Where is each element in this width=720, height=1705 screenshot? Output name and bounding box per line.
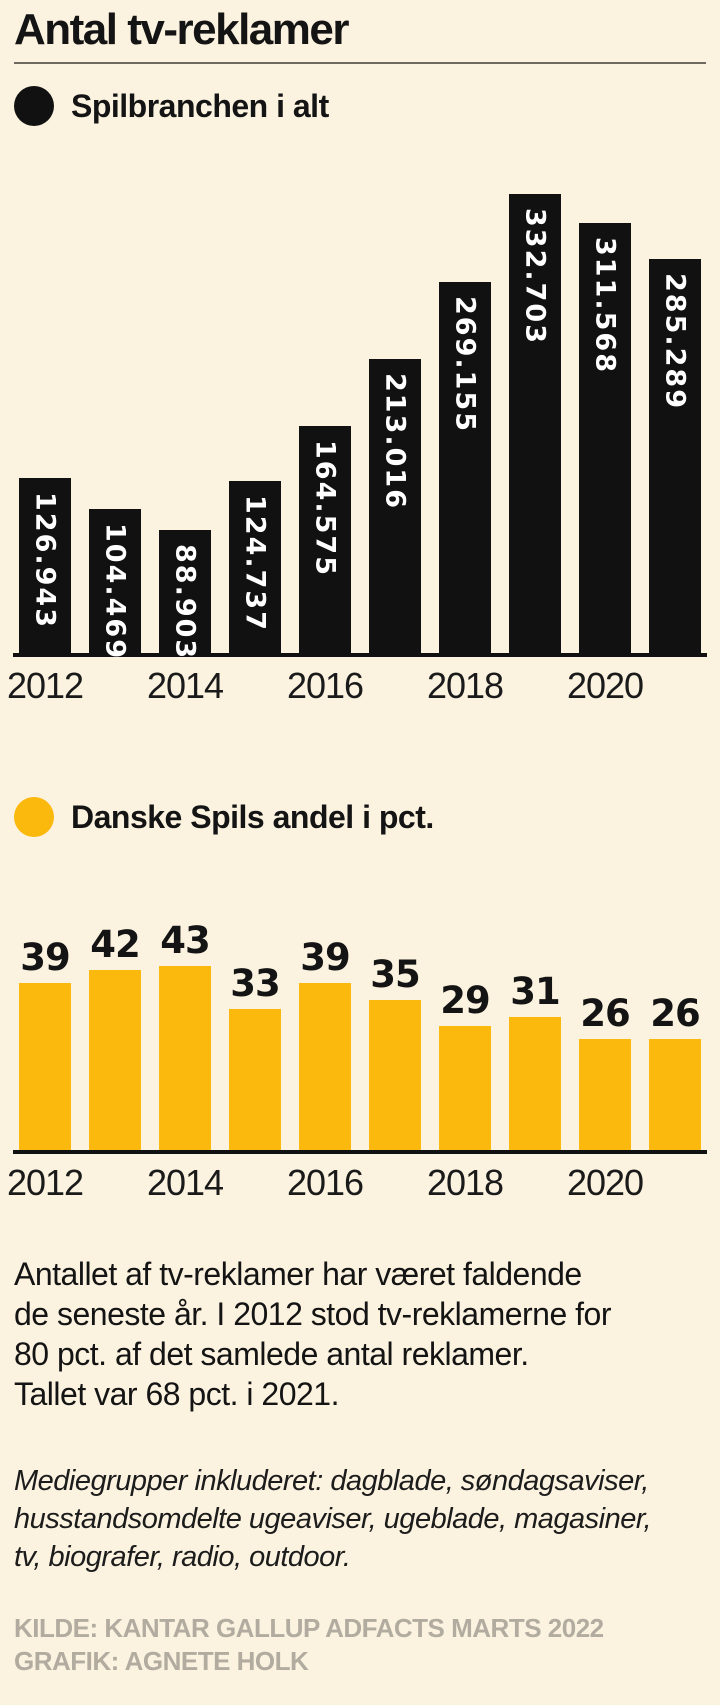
- bar: 311.568: [579, 223, 631, 653]
- bar-value-label: 164.575: [309, 440, 341, 577]
- bar-value-label: 39: [300, 936, 350, 979]
- legend-industry-total: Spilbranchen i alt: [14, 86, 720, 126]
- x-axis-tick-label: 2016: [286, 1162, 364, 1203]
- source-line: KILDE: KANTAR GALLUP ADFACTS MARTS 2022: [14, 1613, 604, 1643]
- bar-group: 285.289: [649, 259, 701, 653]
- legend-dot-icon: [14, 86, 54, 126]
- bar: 124.737: [229, 481, 281, 653]
- bar: [299, 983, 351, 1150]
- bar-group: 213.016: [369, 359, 421, 653]
- media-groups-note: Mediegrupper inkluderet: dagblade, sønda…: [14, 1462, 706, 1576]
- bar: 285.289: [649, 259, 701, 653]
- body-text-line: de seneste år. I 2012 stod tv-reklamerne…: [14, 1296, 612, 1332]
- infographic: Antal tv-reklamer Spilbranchen i alt 126…: [0, 6, 720, 1705]
- bar: [89, 970, 141, 1150]
- bar-group: 26: [649, 995, 701, 1150]
- bar: 269.155: [439, 282, 491, 653]
- bar-plot-danske-spil-share: 39 42 43 33 39 35 29 31 26 26: [0, 837, 720, 1150]
- x-axis-tick-label: 2012: [6, 665, 84, 706]
- title-divider: [14, 62, 706, 64]
- bar-value-label: 126.943: [29, 492, 61, 629]
- bar-value-label: 39: [20, 936, 70, 979]
- bar-value-label: 213.016: [379, 373, 411, 510]
- bar: [579, 1039, 631, 1150]
- bar: [229, 1009, 281, 1150]
- note-line: Mediegrupper inkluderet: dagblade, sønda…: [14, 1465, 649, 1497]
- bar-value-label: 26: [650, 992, 700, 1035]
- source-credit: KILDE: KANTAR GALLUP ADFACTS MARTS 2022 …: [14, 1612, 706, 1678]
- bar-group: 39: [299, 939, 351, 1150]
- body-text-line: 80 pct. af det samlede antal reklamer.: [14, 1336, 529, 1372]
- bar-group: 39: [19, 939, 71, 1150]
- bar-group: 33: [229, 965, 281, 1150]
- bar-group: 269.155: [439, 282, 491, 653]
- bar-group: 29: [439, 982, 491, 1150]
- bar: 104.469: [89, 509, 141, 660]
- x-axis-tick-label: 2016: [286, 665, 364, 706]
- x-axis-tick-label: 2014: [146, 665, 224, 706]
- legend-dot-icon: [14, 797, 54, 837]
- graphic-credit-line: GRAFIK: AGNETE HOLK: [14, 1646, 309, 1676]
- legend-label: Spilbranchen i alt: [71, 87, 329, 124]
- bar-group: 124.737: [229, 481, 281, 653]
- legend-label: Danske Spils andel i pct.: [71, 798, 434, 835]
- x-axis-tick-label: 2018: [426, 1162, 504, 1203]
- x-axis-labels: 2012 2014 2016 2018 2020: [0, 1154, 720, 1204]
- bar-value-label: 124.737: [239, 495, 271, 632]
- bar-group: 31: [509, 973, 561, 1150]
- bar-value-label: 43: [160, 919, 210, 962]
- bar: [649, 1039, 701, 1150]
- x-axis-tick-label: 2020: [566, 1162, 644, 1203]
- bar-group: 311.568: [579, 223, 631, 653]
- legend-danske-spil-share: Danske Spils andel i pct.: [14, 797, 720, 837]
- bar: [439, 1026, 491, 1150]
- bar-plot-industry-total: 126.943 104.469 88.903 124.737 164.575 213.01…: [0, 140, 720, 660]
- bar: 126.943: [19, 478, 71, 653]
- bar: [19, 983, 71, 1150]
- bar: [509, 1017, 561, 1150]
- bar-group: 42: [89, 926, 141, 1150]
- chart-danske-spil-share: Danske Spils andel i pct. 39 42 43 33 39 35 29…: [0, 797, 720, 1204]
- x-axis-tick-label: 2020: [566, 665, 644, 706]
- bar-group: 104.469: [89, 509, 141, 660]
- bar: 88.903: [159, 530, 211, 660]
- bar-value-label: 311.568: [589, 237, 621, 374]
- body-text-line: Tallet var 68 pct. i 2021.: [14, 1376, 339, 1412]
- bar-group: 126.943: [19, 478, 71, 653]
- bar: 164.575: [299, 426, 351, 653]
- bar-value-label: 42: [90, 923, 140, 966]
- bar-group: 164.575: [299, 426, 351, 653]
- bar-value-label: 269.155: [449, 296, 481, 433]
- bar-group: 35: [369, 956, 421, 1150]
- note-line: husstandsomdelte ugeaviser, ugeblade, ma…: [14, 1503, 652, 1535]
- bar-group: 332.703: [509, 194, 561, 653]
- x-axis-tick-label: 2014: [146, 1162, 224, 1203]
- body-text: Antallet af tv-reklamer har været falden…: [14, 1254, 706, 1414]
- bar-value-label: 26: [580, 992, 630, 1035]
- x-axis-line: [13, 653, 707, 657]
- bar-group: 43: [159, 922, 211, 1150]
- bar-group: 88.903: [159, 530, 211, 660]
- bar-value-label: 285.289: [659, 273, 691, 410]
- bar-value-label: 35: [370, 953, 420, 996]
- x-axis-tick-label: 2018: [426, 665, 504, 706]
- bar: 213.016: [369, 359, 421, 653]
- note-line: tv, biografer, radio, outdoor.: [14, 1541, 351, 1573]
- bar-value-label: 104.469: [99, 523, 131, 660]
- bar: [159, 966, 211, 1150]
- bar: 332.703: [509, 194, 561, 653]
- bar-value-label: 29: [440, 979, 490, 1022]
- page-title: Antal tv-reklamer: [14, 5, 349, 54]
- x-axis-tick-label: 2012: [6, 1162, 84, 1203]
- bar-value-label: 31: [510, 970, 560, 1013]
- chart-industry-total: Spilbranchen i alt 126.943 104.469 88.903 1…: [0, 86, 720, 707]
- x-axis-line: [13, 1150, 707, 1154]
- bar-value-label: 33: [230, 962, 280, 1005]
- bar-value-label: 88.903: [169, 544, 201, 661]
- bar-group: 26: [579, 995, 631, 1150]
- x-axis-labels: 2012 2014 2016 2018 2020: [0, 657, 720, 707]
- body-text-line: Antallet af tv-reklamer har været falden…: [14, 1256, 582, 1292]
- bar: [369, 1000, 421, 1150]
- bar-value-label: 332.703: [519, 208, 551, 345]
